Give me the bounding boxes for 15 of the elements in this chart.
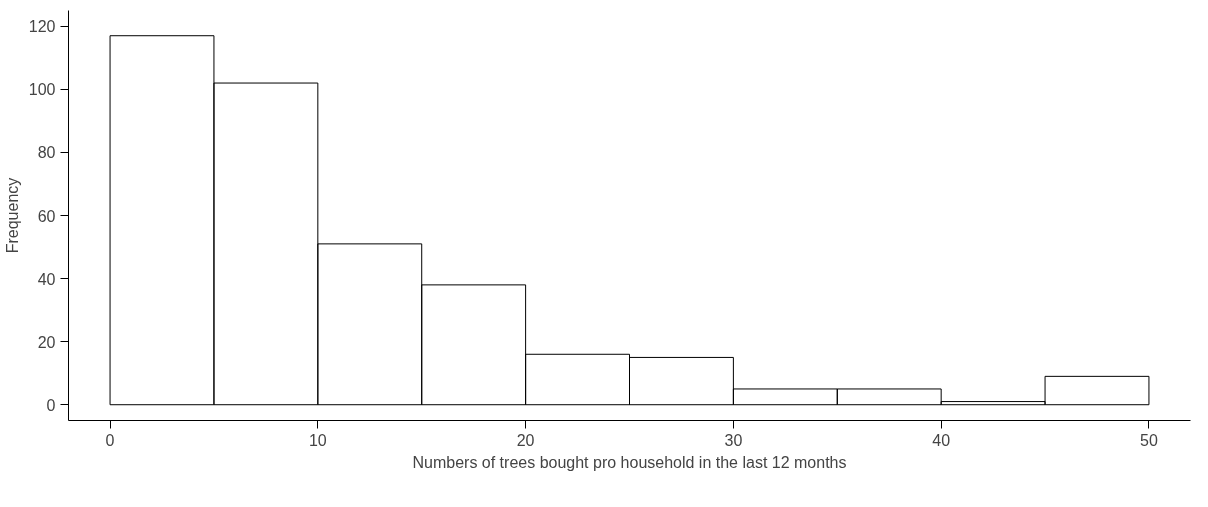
y-axis-title: Frequency [3,177,21,254]
x-tick-label: 30 [724,431,743,449]
y-tick-label: 60 [37,207,56,225]
x-axis-title: Numbers of trees bought pro household in the last 12 months [412,453,847,471]
y-tick-label: 120 [28,18,56,36]
x-tick-label: 50 [1140,431,1158,449]
x-tick-label: 0 [105,431,115,449]
x-tick-label: 10 [308,431,327,449]
x-tick-label: 40 [932,431,951,449]
y-tick-label: 20 [37,333,56,351]
y-tick-label: 100 [28,81,56,99]
x-tick-label: 20 [516,431,535,449]
y-tick-label: 80 [37,144,56,162]
y-tick-label: 40 [37,270,56,288]
y-tick-label: 0 [46,396,56,414]
